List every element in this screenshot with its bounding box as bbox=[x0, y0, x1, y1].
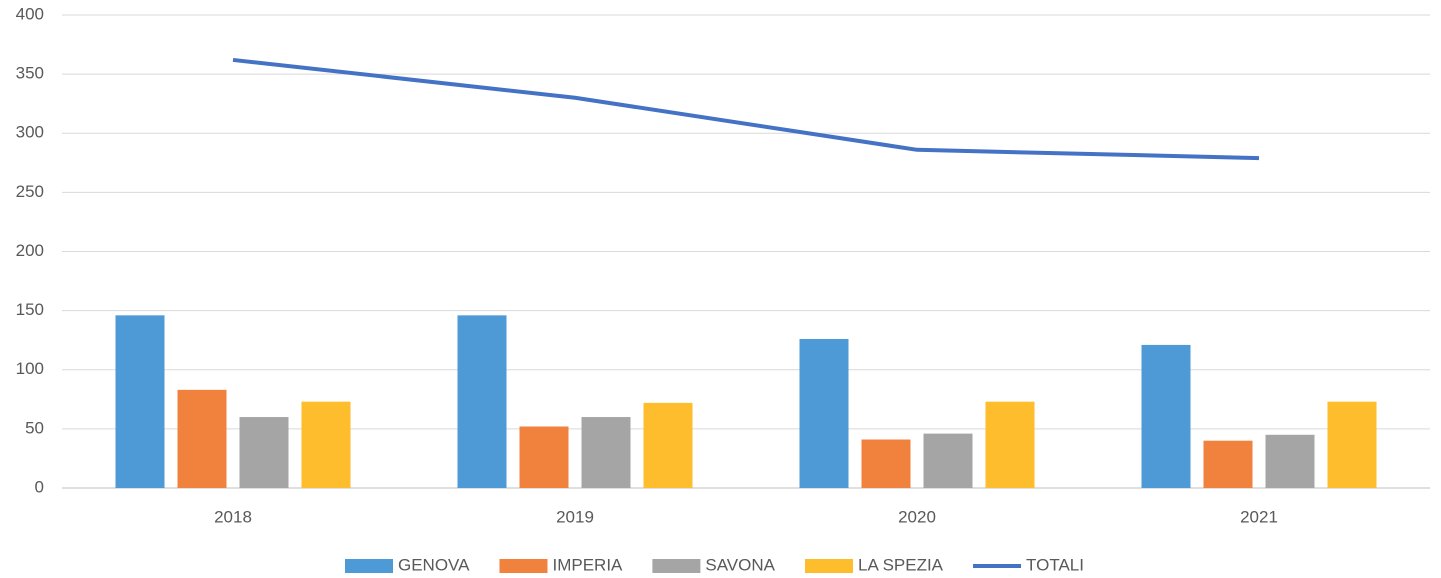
legend-label: SAVONA bbox=[705, 555, 775, 574]
bar bbox=[861, 439, 911, 488]
legend-swatch bbox=[652, 559, 701, 573]
bar bbox=[115, 315, 165, 488]
bar bbox=[177, 389, 227, 488]
y-tick-label: 100 bbox=[16, 359, 44, 378]
legend-swatch bbox=[345, 559, 393, 573]
legend-swatch bbox=[804, 559, 853, 573]
legend-swatch bbox=[499, 559, 548, 573]
x-tick-label: 2021 bbox=[1240, 507, 1278, 526]
x-tick-label: 2019 bbox=[556, 507, 594, 526]
legend-label: GENOVA bbox=[398, 555, 470, 574]
bar bbox=[239, 417, 289, 488]
y-tick-label: 50 bbox=[25, 418, 44, 437]
legend-label: TOTALI bbox=[1026, 555, 1084, 574]
x-tick-label: 2018 bbox=[214, 507, 252, 526]
y-tick-label: 0 bbox=[35, 477, 44, 496]
bar bbox=[1203, 440, 1253, 488]
y-tick-label: 300 bbox=[16, 123, 44, 142]
y-tick-label: 250 bbox=[16, 182, 44, 201]
line bbox=[232, 57, 1260, 161]
legend-label: IMPERIA bbox=[552, 555, 623, 574]
y-tick-label: 350 bbox=[16, 64, 44, 83]
bar bbox=[643, 402, 693, 488]
bar bbox=[301, 401, 351, 488]
bar bbox=[799, 339, 849, 488]
x-tick-label: 2020 bbox=[898, 507, 936, 526]
y-tick-label: 200 bbox=[16, 241, 44, 260]
bar bbox=[519, 426, 569, 488]
bar bbox=[923, 433, 973, 488]
bar bbox=[985, 401, 1035, 488]
bar bbox=[457, 315, 507, 488]
bar bbox=[1265, 434, 1315, 488]
y-tick-label: 400 bbox=[16, 4, 44, 23]
bar bbox=[1141, 344, 1191, 488]
bar bbox=[581, 417, 631, 488]
bar bbox=[1327, 401, 1377, 488]
y-tick-label: 150 bbox=[16, 300, 44, 319]
legend-label: LA SPEZIA bbox=[858, 555, 944, 574]
